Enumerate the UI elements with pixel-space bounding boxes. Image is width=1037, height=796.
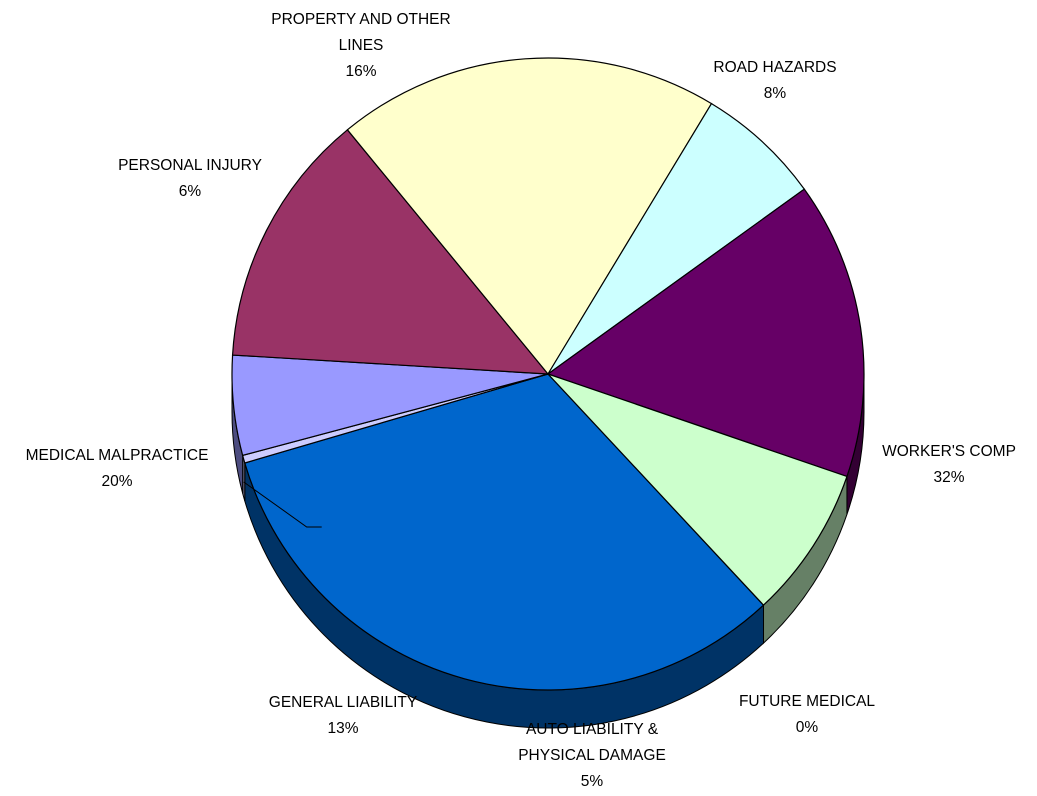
slice-label-road-hazards: ROAD HAZARDS 8% — [713, 59, 837, 102]
slice-personal-injury — [547, 102, 806, 375]
slice-label-future-medical: FUTURE MEDICAL 0% — [738, 693, 876, 736]
slice-label-medical-malpractice: MEDICAL MALPRACTICE 20% — [25, 447, 209, 490]
leader-line-future-medical — [243, 481, 322, 528]
slice-worker-s-comp — [244, 373, 765, 691]
slice-general-liability — [231, 128, 550, 375]
slice-road-hazards — [547, 373, 848, 606]
slice-label-property-other: PROPERTY AND OTHER LINES 16% — [271, 11, 451, 80]
slice-label-general-liability: GENERAL LIABILITY 13% — [268, 694, 418, 737]
slice-label-workers-comp: WORKER'S COMP 32% — [882, 443, 1016, 486]
slice-property-and-other-lines — [546, 188, 865, 478]
slice-label-auto-liability: AUTO LIABILITY & PHYSICAL DAMAGE 5% — [518, 721, 666, 790]
slice-label-personal-injury: PERSONAL INJURY 6% — [118, 157, 262, 200]
slice-medical-malpractice — [346, 57, 713, 376]
